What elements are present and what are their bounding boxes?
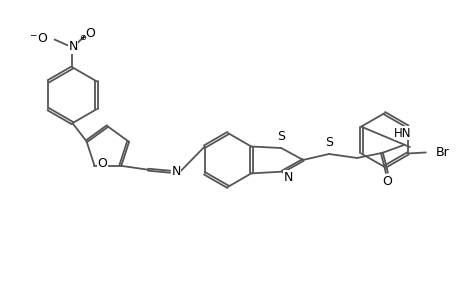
Text: N: N	[283, 171, 292, 184]
Text: Br: Br	[435, 146, 448, 159]
Text: O: O	[381, 176, 391, 188]
Text: S: S	[325, 136, 332, 148]
Text: O: O	[85, 27, 95, 40]
Text: −: −	[29, 30, 36, 39]
Text: S: S	[277, 130, 285, 142]
Text: N: N	[68, 40, 78, 53]
Text: O: O	[97, 157, 107, 170]
Text: ⊕: ⊕	[79, 33, 86, 42]
Text: HN: HN	[393, 127, 411, 140]
Text: N: N	[171, 165, 180, 178]
Text: O: O	[38, 32, 47, 45]
